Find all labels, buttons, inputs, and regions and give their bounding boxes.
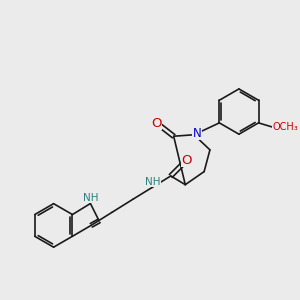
- Text: NH: NH: [83, 193, 98, 203]
- Text: OCH₃: OCH₃: [272, 122, 298, 132]
- Text: O: O: [151, 117, 161, 130]
- Text: O: O: [182, 154, 192, 166]
- Text: N: N: [193, 127, 202, 140]
- Text: NH: NH: [145, 177, 161, 187]
